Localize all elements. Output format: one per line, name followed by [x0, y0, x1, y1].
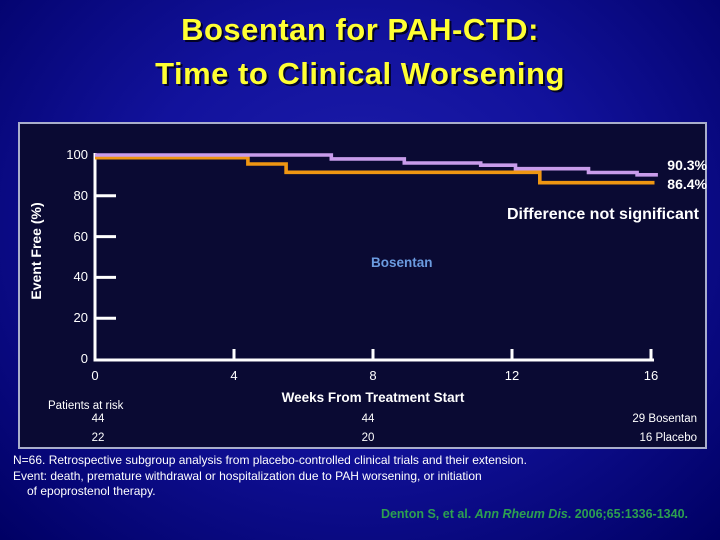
y-axis-title: Event Free (%)	[28, 202, 44, 300]
risk-row2-col3: 16 Placebo	[639, 432, 697, 444]
citation-rest: . 2006;65:1336-1340.	[567, 507, 688, 521]
km-chart-canvas	[93, 153, 658, 362]
risk-row2-col1: 22	[91, 432, 105, 444]
y-tick-label-40: 40	[73, 269, 88, 285]
y-tick-label-20: 20	[73, 310, 88, 326]
citation: Denton S, et al. Ann Rheum Dis. 2006;65:…	[0, 507, 688, 521]
y-tick-label-80: 80	[73, 187, 88, 203]
x-axis-title: Weeks From Treatment Start	[281, 390, 465, 405]
x-tick-label-4: 4	[230, 368, 238, 383]
x-tick-label-12: 12	[504, 368, 520, 383]
slide-title-line1: Bosentan for PAH-CTD:	[181, 12, 539, 47]
x-tick-label-8: 8	[369, 368, 377, 383]
patients-at-risk-label: Patients at risk	[48, 400, 124, 412]
placebo-final-value-label: 86.4%	[667, 176, 707, 192]
y-tick-label-0: 0	[80, 351, 88, 366]
risk-row1-col3: 29 Bosentan	[632, 413, 697, 425]
risk-row2-col2: 20	[361, 432, 375, 444]
footnote-line2: Event: death, premature withdrawal or ho…	[13, 468, 482, 483]
significance-annotation: Difference not significant	[506, 206, 699, 223]
bosentan-curve	[95, 153, 658, 177]
risk-row1-col2: 44	[361, 413, 375, 425]
citation-journal: Ann Rheum Dis	[474, 507, 568, 521]
km-chart: Event Free (%) 100 80 60 40 20 0 0 4 8 12 16 90.3…	[18, 122, 707, 449]
y-tick-label-100: 100	[66, 147, 88, 162]
x-tick-label-16: 16	[643, 368, 659, 383]
y-tick-label-60: 60	[73, 228, 88, 244]
placebo-curve	[95, 155, 655, 185]
footnote-line3: of epoprostenol therapy.	[27, 484, 156, 498]
bosentan-series-label: Bosentan	[371, 255, 433, 270]
x-tick-label-0: 0	[91, 368, 99, 383]
bosentan-final-value-label: 90.3%	[667, 157, 707, 173]
footnote-line1: N=66. Retrospective subgroup analysis fr…	[13, 453, 527, 467]
risk-row1-col1: 44	[91, 413, 105, 425]
slide-title: Bosentan for PAH-CTD: Time to Clinical W…	[0, 8, 720, 96]
slide-title-line2: Time to Clinical Worsening	[155, 56, 565, 91]
citation-authors: Denton S, et al.	[380, 507, 475, 521]
footnote: N=66. Retrospective subgroup analysis fr…	[13, 453, 527, 500]
